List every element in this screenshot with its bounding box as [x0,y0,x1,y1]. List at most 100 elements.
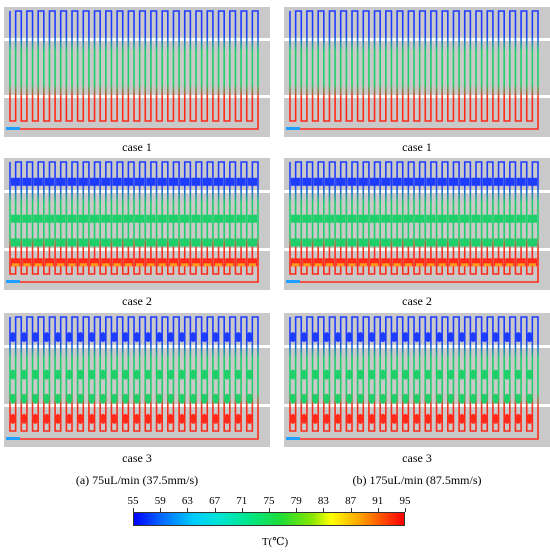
mixing-chamber [33,238,43,247]
mixing-chamber [458,413,466,424]
mixing-chamber [402,369,409,380]
mixing-chamber [369,238,380,247]
mixing-chamber [392,258,402,267]
mixing-chamber [223,332,231,343]
mixing-chamber [101,238,111,247]
mixing-chamber [11,177,21,186]
mixing-chamber [89,177,100,186]
mixing-chamber [313,214,323,223]
mixing-chamber [43,369,50,380]
mixing-chamber [33,214,43,223]
mixing-chamber [391,413,398,424]
mixing-chamber [246,393,253,404]
mixing-chamber [403,214,413,223]
mixing-chamber [202,177,212,186]
mixing-chamber [191,214,201,223]
mixing-chamber [190,413,197,424]
mixing-chamber [515,393,522,404]
colorbar-tick-mark [269,508,270,512]
mixing-chamber [302,258,312,267]
mixing-chamber [190,332,197,343]
mixing-chamber [312,393,319,404]
mixing-chamber [379,369,387,380]
mixing-chamber [178,332,186,343]
mixing-chamber [32,413,39,424]
mixing-chamber [246,332,253,343]
mixing-chamber [516,258,526,267]
mixing-chamber [471,238,481,247]
mixing-chamber [481,413,488,424]
mixing-chamber [190,393,197,404]
mixing-chamber [88,332,95,343]
mixing-chamber [22,214,32,223]
mixing-chamber [300,413,308,424]
mixing-chamber [426,177,436,186]
mixing-chamber [503,332,511,343]
mixing-chamber [201,369,208,380]
mixing-chamber [368,332,375,343]
mixing-chamber [168,258,179,267]
mixing-chamber [78,214,88,223]
mixing-chamber [424,369,432,380]
mixing-chamber [470,369,477,380]
mixing-chamber [78,238,88,247]
colorbar-tick-mark [187,508,189,512]
mixing-chamber [247,238,257,247]
colorbar-tick-label: 55 [127,495,139,507]
mixing-chamber [212,413,219,424]
mixing-chamber [346,369,353,380]
mixing-chamber [291,214,301,223]
mixing-chamber [448,177,459,186]
mixing-chamber [403,238,413,247]
colorbar-tick-label: 95 [399,495,411,507]
mixing-chamber [43,332,50,343]
serpentine-channel [9,10,259,130]
mixing-chamber [312,413,319,424]
mixing-chamber [56,177,66,186]
mixing-chamber [413,413,420,424]
mixing-chamber [22,238,32,247]
mixing-chamber [470,393,477,404]
mixing-chamber [32,332,39,343]
mixing-chamber [526,413,533,424]
mixing-chamber [436,332,443,343]
mixing-chamber [402,413,409,424]
mixing-chamber [436,413,443,424]
mixing-chamber [213,258,224,267]
mixing-chamber [515,369,522,380]
mixing-chamber [144,369,152,380]
mixing-chamber [43,413,50,424]
mixing-chamber [302,214,312,223]
mixing-chamber [201,332,208,343]
mixing-chamber [426,258,436,267]
mixing-chamber [493,238,504,247]
mixing-chamber [481,393,488,404]
mixing-chamber [505,177,515,186]
mixing-chamber [426,214,436,223]
mixing-chamber [493,214,504,223]
colorbar-tick-mark [160,508,162,512]
mixing-chamber [324,258,335,267]
mixing-chamber [191,238,201,247]
mixing-chamber [336,258,346,267]
mixing-chamber [225,258,235,267]
mixing-chamber [180,214,190,223]
mixing-chamber [156,332,163,343]
mixing-chamber [157,258,167,267]
mixing-chamber [357,393,364,404]
mixing-chamber [470,332,477,343]
mixing-chamber [415,214,425,223]
panel-a-case2 [4,158,270,290]
mixing-chamber [381,258,391,267]
mixing-chamber [66,369,73,380]
mixing-chamber [236,238,246,247]
mixing-chamber [122,413,129,424]
mixing-chamber [44,177,55,186]
mixing-chamber [112,238,122,247]
mixing-chamber [300,369,308,380]
mixing-chamber [67,238,77,247]
mixing-chamber [88,393,95,404]
case-label-a2: case 2 [122,294,152,308]
mixing-chamber [413,369,420,380]
mixing-chamber [324,177,335,186]
